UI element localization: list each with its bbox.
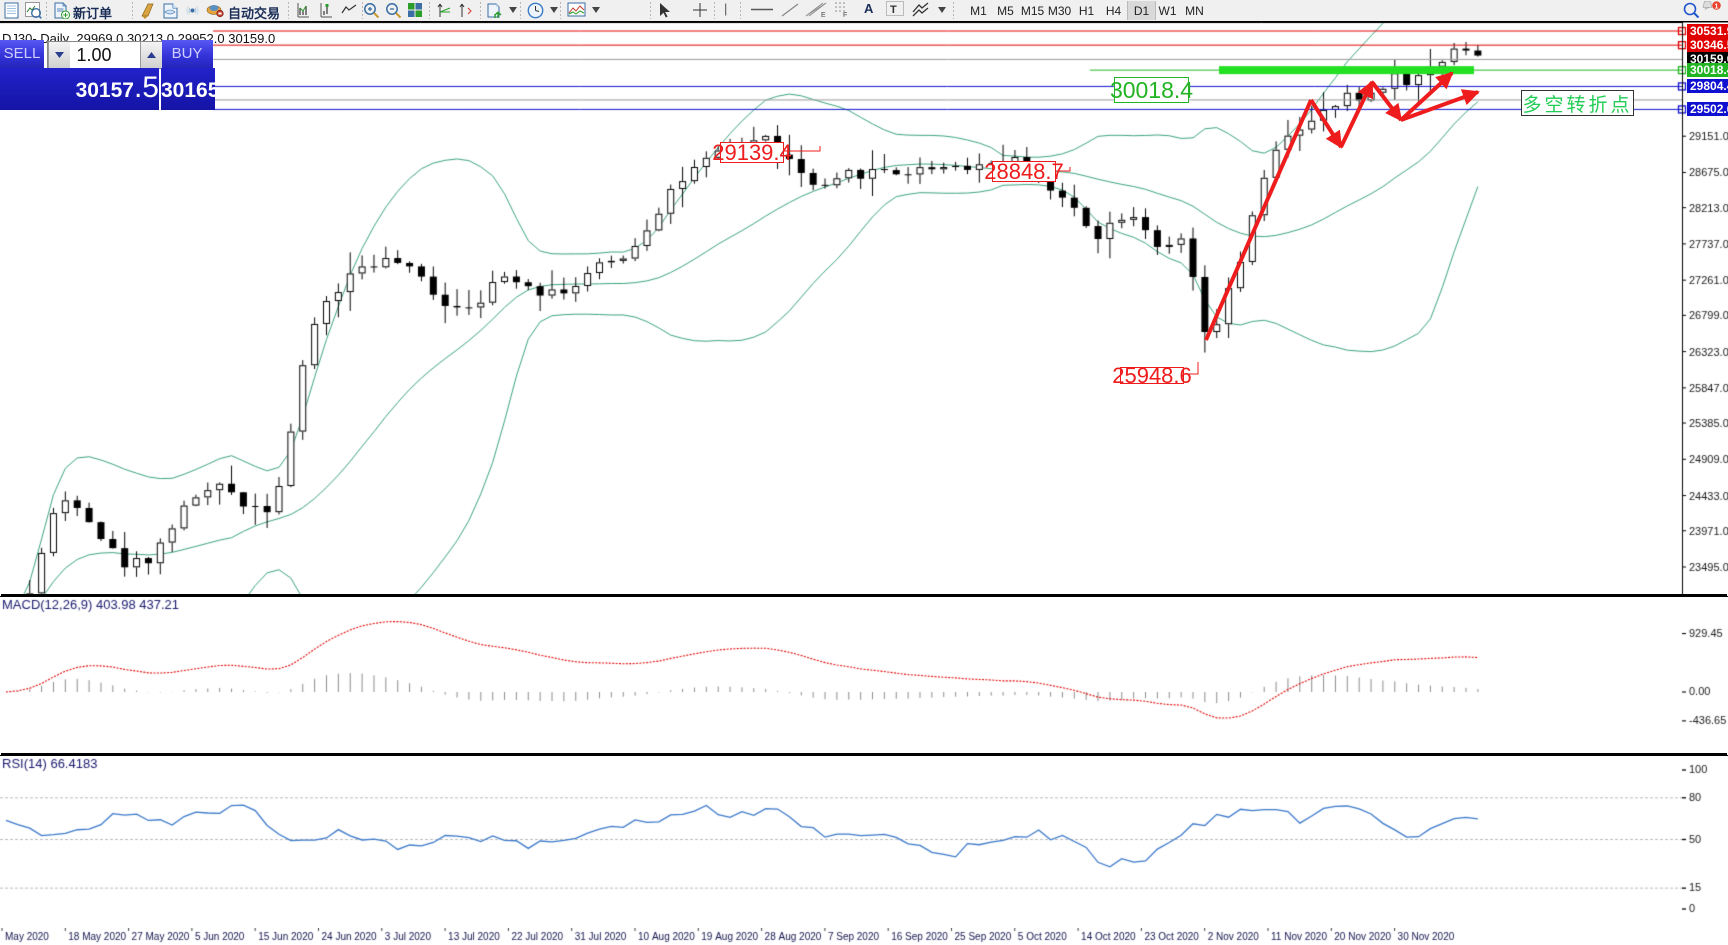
svg-text:1: 1 — [1715, 3, 1719, 10]
svg-text:E: E — [821, 12, 826, 18]
svg-text:F: F — [843, 12, 847, 17]
svg-text:T: T — [890, 4, 897, 16]
